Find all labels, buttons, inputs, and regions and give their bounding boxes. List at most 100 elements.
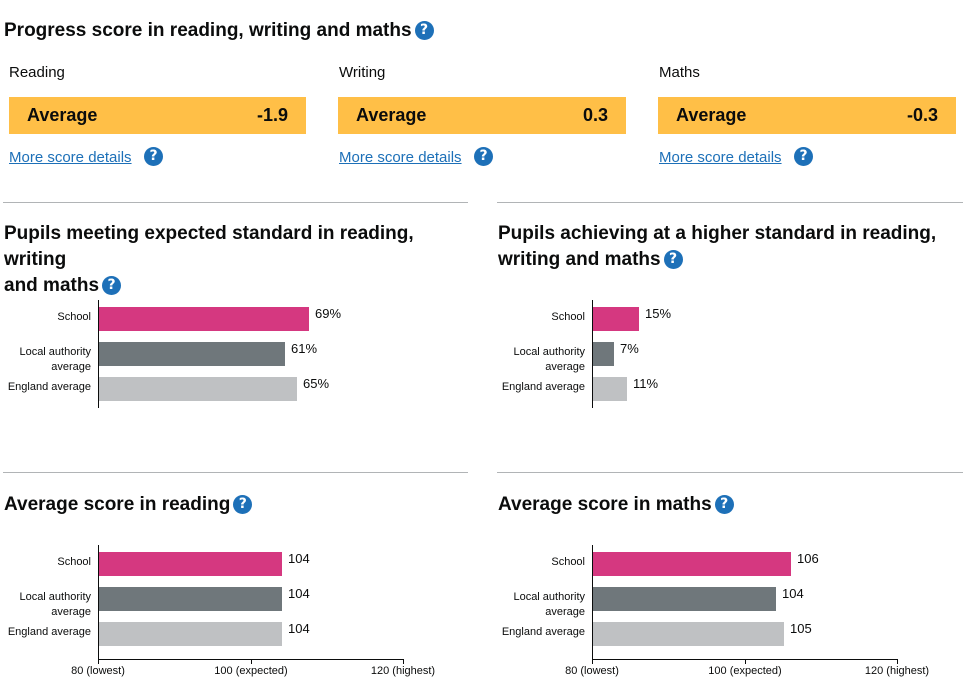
category-label-local-authority: Local authority average <box>497 345 585 375</box>
bar-local-authority <box>593 587 776 611</box>
x-tick-label: 80 (lowest) <box>71 665 125 677</box>
bar-school <box>99 552 282 576</box>
category-label-england: England average <box>501 626 585 638</box>
higher-title-line2: writing and maths <box>498 249 661 270</box>
value-label-england: 11% <box>633 376 659 391</box>
value-label-england: 65% <box>303 376 330 391</box>
expected-standard-chart: School Local authority average England a… <box>0 300 468 408</box>
expected-title-line2: and maths <box>4 275 100 296</box>
writing-score: 0.3 <box>582 105 608 125</box>
writing-score-box: Average 0.3 <box>338 97 626 134</box>
maths-more-row: More score details ? <box>659 147 814 167</box>
value-label-local-authority: 7% <box>620 341 639 356</box>
reading-more-score-details-link[interactable]: More score details <box>9 149 132 166</box>
bar-local-authority <box>593 342 614 366</box>
category-label-school: School <box>551 311 585 323</box>
bar-local-authority <box>99 342 285 366</box>
help-icon[interactable]: ? <box>714 495 734 514</box>
reading-score: -1.9 <box>256 105 288 125</box>
reading-average-title-text: Average score in reading <box>4 494 231 515</box>
bar-england <box>593 377 627 401</box>
reading-label: Reading <box>9 64 65 81</box>
category-label-la-line1: Local authority <box>513 591 585 603</box>
divider <box>3 202 468 203</box>
reading-average-title: Average score in reading? <box>4 492 253 518</box>
category-label-la-line1: Local authority <box>19 591 91 603</box>
x-tick-mark <box>897 659 898 664</box>
value-label-school: 106 <box>797 551 819 566</box>
x-tick-mark <box>251 659 252 664</box>
higher-standard-title: Pupils achieving at a higher standard in… <box>498 221 960 273</box>
x-tick-label: 100 (expected) <box>214 665 288 677</box>
divider <box>497 472 963 473</box>
maths-band: Average <box>676 105 747 125</box>
value-label-school: 15% <box>645 306 672 321</box>
maths-label: Maths <box>659 64 700 81</box>
value-label-local-authority: 104 <box>782 586 804 601</box>
category-label-england: England average <box>501 381 585 393</box>
x-tick-mark <box>745 659 746 664</box>
category-label-la-line2: average <box>51 361 91 373</box>
help-icon[interactable]: ? <box>474 147 494 166</box>
progress-title: Progress score in reading, writing and m… <box>4 18 434 44</box>
category-label-la-line1: Local authority <box>19 346 91 358</box>
help-icon[interactable]: ? <box>414 21 434 40</box>
divider <box>3 472 468 473</box>
higher-title-line1: Pupils achieving at a higher standard in… <box>498 223 937 244</box>
x-tick-mark <box>403 659 404 664</box>
category-label-school: School <box>57 556 91 568</box>
value-label-england: 104 <box>288 621 310 636</box>
category-label-local-authority: Local authority average <box>497 590 585 620</box>
category-label-la-line1: Local authority <box>513 346 585 358</box>
bar-england <box>99 622 282 646</box>
writing-more-score-details-link[interactable]: More score details <box>339 149 462 166</box>
x-tick-label: 80 (lowest) <box>565 665 619 677</box>
help-icon[interactable]: ? <box>663 250 683 269</box>
bar-school <box>593 307 639 331</box>
category-label-local-authority: Local authority average <box>3 345 91 375</box>
x-tick-mark <box>592 659 593 664</box>
category-label-england: England average <box>7 381 91 393</box>
expected-standard-title: Pupils meeting expected standard in read… <box>4 221 466 299</box>
category-label-la-line2: average <box>545 606 585 618</box>
writing-more-row: More score details ? <box>339 147 494 167</box>
higher-standard-chart: School Local authority average England a… <box>494 300 962 408</box>
maths-average-title-text: Average score in maths <box>498 494 712 515</box>
help-icon[interactable]: ? <box>102 276 122 295</box>
value-label-school: 104 <box>288 551 310 566</box>
category-label-la-line2: average <box>51 606 91 618</box>
help-icon[interactable]: ? <box>233 495 253 514</box>
reading-average-chart: School Local authority average England a… <box>0 545 468 685</box>
maths-score: -0.3 <box>906 105 938 125</box>
y-axis-line <box>592 300 593 408</box>
bar-local-authority <box>99 587 282 611</box>
writing-label: Writing <box>339 64 386 81</box>
category-label-england: England average <box>7 626 91 638</box>
reading-band: Average <box>27 105 98 125</box>
maths-score-box: Average -0.3 <box>658 97 956 134</box>
value-label-local-authority: 104 <box>288 586 310 601</box>
maths-average-title: Average score in maths? <box>498 492 734 518</box>
help-icon[interactable]: ? <box>144 147 164 166</box>
progress-title-text: Progress score in reading, writing and m… <box>4 20 412 41</box>
y-axis-line <box>592 545 593 660</box>
value-label-school: 69% <box>315 306 342 321</box>
x-tick-mark <box>98 659 99 664</box>
reading-score-box: Average -1.9 <box>9 97 306 134</box>
help-icon[interactable]: ? <box>794 147 814 166</box>
bar-england <box>593 622 784 646</box>
category-label-la-line2: average <box>545 361 585 373</box>
expected-title-line1: Pupils meeting expected standard in read… <box>4 223 414 270</box>
divider <box>497 202 963 203</box>
value-label-local-authority: 61% <box>291 341 318 356</box>
y-axis-line <box>98 300 99 408</box>
bar-school <box>99 307 309 331</box>
x-tick-label: 100 (expected) <box>708 665 782 677</box>
y-axis-line <box>98 545 99 660</box>
maths-average-chart: School Local authority average England a… <box>494 545 962 685</box>
reading-more-row: More score details ? <box>9 147 164 167</box>
maths-more-score-details-link[interactable]: More score details <box>659 149 782 166</box>
category-label-school: School <box>57 311 91 323</box>
category-label-school: School <box>551 556 585 568</box>
writing-band: Average <box>356 105 427 125</box>
